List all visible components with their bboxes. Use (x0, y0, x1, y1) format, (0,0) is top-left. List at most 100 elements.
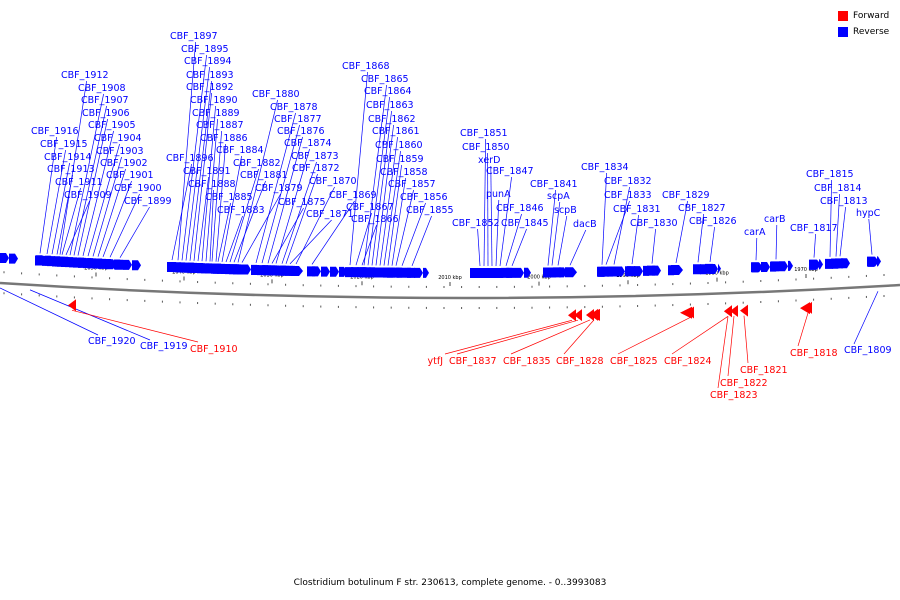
gene-label-cbf-1824: CBF_1824 (664, 356, 712, 367)
reverse-gene-block (423, 267, 429, 278)
reverse-gene-block (779, 261, 788, 272)
gene-label-cbf-1862: CBF_1862 (368, 114, 416, 125)
gene-label-cbf-1869: CBF_1869 (329, 190, 377, 201)
gene-arrow-cbf-1822 (730, 305, 738, 318)
gene-label-cbf-1873: CBF_1873 (291, 151, 339, 162)
gene-label-cbf-1894: CBF_1894 (184, 56, 232, 67)
gene-label-cbf-1863: CBF_1863 (366, 100, 414, 111)
gene-line-cbf-1830 (651, 228, 656, 264)
gene-label-cbf-1831: CBF_1831 (613, 204, 661, 215)
gene-line-cbf-1856 (401, 202, 426, 266)
gene-line-cbf-1829 (675, 200, 688, 264)
gene-label-cbf-1891: CBF_1891 (183, 166, 231, 177)
reverse-swatch (838, 27, 848, 37)
gene-label-cbf-1867: CBF_1867 (346, 202, 394, 213)
gene-label-cbf-1916: CBF_1916 (31, 126, 79, 137)
gene-label-cbf-1835: CBF_1835 (503, 356, 551, 367)
reverse-gene-block (339, 266, 347, 277)
reverse-gene-block (197, 263, 206, 274)
gene-label-cbf-1903: CBF_1903 (96, 146, 144, 157)
reverse-gene-block (132, 260, 141, 271)
reverse-gene-block (819, 259, 823, 270)
reverse-gene-block (87, 258, 96, 269)
reverse-gene-block (271, 265, 280, 276)
gene-line-cbf-1886 (215, 143, 226, 262)
gene-line-cbf-1846 (505, 213, 522, 267)
gene-label-cbf-1860: CBF_1860 (375, 140, 423, 151)
gene-line-cbf-1901 (102, 180, 132, 258)
genome-title: Clostridium botulinum F str. 230613, com… (293, 578, 607, 588)
gene-label-cbf-1910: CBF_1910 (190, 344, 238, 355)
gene-label-cbf-1920: CBF_1920 (88, 336, 136, 347)
reverse-gene-block (414, 267, 423, 278)
gene-line-cbf-1879 (241, 193, 281, 263)
gene-line-cbf-1861 (379, 136, 398, 266)
gene-line-cbf-1869 (311, 200, 355, 265)
reverse-gene-block (470, 268, 479, 279)
gene-label-cbf-1875: CBF_1875 (278, 197, 326, 208)
reverse-gene-block (114, 259, 123, 270)
legend-label-reverse: Reverse (853, 27, 890, 37)
reverse-gene-block (78, 257, 87, 268)
gene-line-cbf-1814 (835, 193, 840, 257)
reverse-gene-block (550, 267, 559, 278)
gene-label-cbf-1900: CBF_1900 (114, 183, 162, 194)
gene-label-scpb: scpB (554, 205, 577, 216)
reverse-gene-block (54, 256, 63, 267)
reverse-gene-block (36, 255, 45, 266)
reverse-gene-block (677, 264, 681, 275)
reverse-gene-block (625, 266, 634, 277)
gene-label-cbf-1861: CBF_1861 (372, 126, 420, 137)
gene-label-cbf-1834: CBF_1834 (581, 162, 629, 173)
gene-label-cbf-1845: CBF_1845 (501, 218, 549, 229)
gene-line-cbf-1825 (617, 317, 691, 355)
gene-label-cbf-1878: CBF_1878 (270, 102, 318, 113)
reverse-gene-block (360, 267, 369, 278)
gene-label-lines (0, 41, 879, 389)
gene-label-cbf-1883: CBF_1883 (217, 205, 265, 216)
gene-label-cbf-1866: CBF_1866 (351, 214, 399, 225)
gene-line-cbf-1860 (383, 150, 401, 266)
gene-line-cbf-1837 (456, 319, 579, 355)
gene-line-cbf-1916 (39, 136, 57, 254)
gene-line-cbf-1891 (197, 176, 209, 262)
gene-label-cbf-1832: CBF_1832 (604, 176, 652, 187)
forward-swatch (838, 11, 848, 21)
gene-line-cbf-1899 (119, 206, 150, 258)
gene-line-cbf-1912 (59, 80, 87, 255)
gene-arrow-cbf-1823 (724, 305, 732, 318)
reverse-gene-block (761, 262, 770, 273)
gene-label-cbf-1858: CBF_1858 (380, 167, 428, 178)
gene-label-hypc: hypC (856, 208, 881, 219)
gene-line-cbf-1893 (189, 80, 212, 261)
gene-label-cbf-1830: CBF_1830 (630, 218, 678, 229)
reverse-gene-block (9, 253, 18, 264)
tick-label-1970-kbp: 1970 kbp (794, 267, 818, 273)
gene-line-cbf-1809 (853, 291, 879, 345)
gene-line-cbf-1896 (171, 163, 192, 261)
gene-label-cbf-1874: CBF_1874 (284, 138, 332, 149)
gene-line-cbf-1855 (411, 215, 432, 266)
gene-line-cbf-1880 (237, 99, 278, 263)
gene-label-cbf-1868: CBF_1868 (342, 61, 390, 72)
reverse-gene-block (179, 262, 188, 273)
reverse-gene-block (868, 256, 877, 267)
gene-label-cbf-1872: CBF_1872 (292, 163, 340, 174)
gene-line-cbf-1895 (181, 54, 207, 261)
gene-line-cbf-1908 (69, 93, 104, 256)
gene-label-cbf-1887: CBF_1887 (196, 120, 244, 131)
legend-label-forward: Forward (853, 11, 890, 21)
reverse-gene-block (170, 261, 179, 272)
gene-line-cbf-1872 (285, 173, 318, 264)
gene-line-cbf-1845 (511, 228, 527, 267)
gene-label-carb: carB (764, 214, 785, 225)
reverse-gene-block (709, 263, 718, 274)
gene-line-cbf-1882 (229, 168, 259, 263)
reverse-gene-block (718, 263, 721, 274)
gene-label-cbf-1886: CBF_1886 (200, 133, 248, 144)
gene-label-cbf-1889: CBF_1889 (192, 108, 240, 119)
gene-line-cbf-1827 (697, 213, 704, 263)
reverse-gene-block (0, 253, 9, 263)
